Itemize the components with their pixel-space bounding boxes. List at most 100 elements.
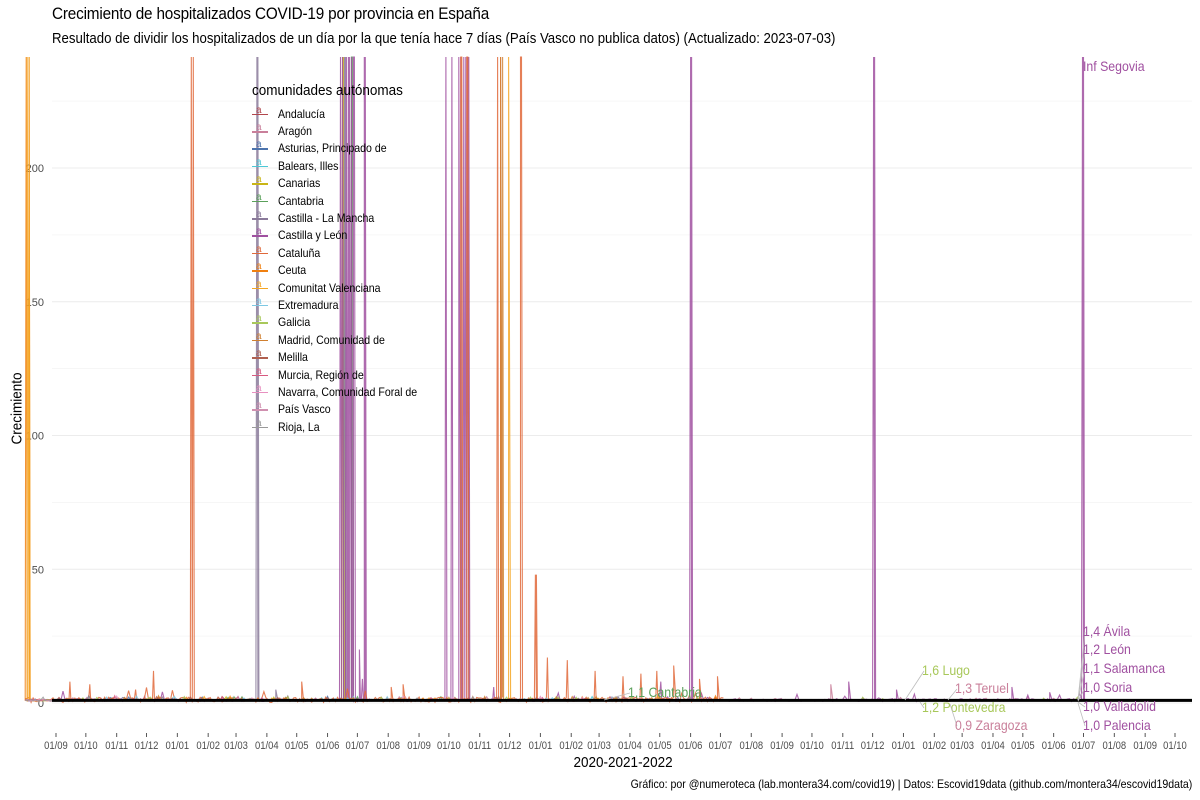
legend-item: a Asturias, Principado de [252, 139, 436, 157]
x-axis-label: 2020-2021-2022 [0, 754, 1200, 771]
series-line-castilla-y-le-n [25, 56, 1086, 703]
annotation-leader [1077, 687, 1086, 702]
series-lines [24, 56, 1086, 704]
annotation-label: 1,2 Pontevedra [922, 699, 1006, 715]
x-tick-label: 01/08 [1102, 740, 1126, 752]
legend-label: Melilla [278, 350, 308, 365]
annotation-label: 1,2 León [1083, 641, 1131, 657]
legend-label: Castilla y León [278, 228, 348, 243]
legend-title: comunidades autónomas [252, 82, 403, 99]
legend-label: Murcia, Región de [278, 367, 364, 382]
legend-item: a Aragón [252, 122, 436, 139]
annotation-leader [1077, 649, 1086, 701]
x-tick-label: 01/08 [739, 740, 763, 752]
legend-label: Galicia [278, 315, 311, 330]
x-tick-label: 01/01 [529, 740, 553, 752]
legend-label: Andalucía [278, 106, 325, 121]
legend-item: a Comunitat Valenciana [252, 279, 436, 296]
y-tick-label: 50 [32, 564, 44, 576]
legend-key-icon: a [252, 244, 268, 259]
annotation-label: 1,4 Ávila [1083, 623, 1131, 639]
legend-label: Asturias, Principado de [278, 141, 387, 156]
legend-key-icon: a [252, 122, 268, 137]
legend-key-icon: a [252, 400, 268, 415]
x-tick-label: 01/07 [346, 740, 370, 752]
legend-item: a Castilla - La Mancha [252, 209, 436, 226]
legend-item: a Balears, Illes [252, 157, 436, 174]
legend-item: a Canarias [252, 174, 436, 192]
annotation-leader [1077, 631, 1086, 701]
legend-item: a Castilla y León [252, 226, 436, 244]
x-tick-label: 01/12 [861, 740, 885, 752]
x-tick-label: 01/10 [74, 740, 98, 752]
annotation-label: 1,1 Salamanca [1083, 660, 1166, 676]
legend-key-icon: a [252, 192, 268, 207]
x-tick-label: 01/09 [770, 740, 794, 752]
legend-key-icon: a [252, 105, 268, 120]
legend-key-icon: a [252, 261, 268, 276]
legend-item: a Cataluña [252, 244, 436, 261]
legend-key-icon: a [252, 209, 268, 224]
x-tick-label: 01/10 [1163, 740, 1187, 752]
x-tick-label: 01/07 [709, 740, 733, 752]
x-axis-label-text: 2020-2021-2022 [573, 754, 673, 771]
x-tick-label: 01/10 [437, 740, 461, 752]
legend-key-icon: a [252, 174, 268, 189]
legend-key-icon: a [252, 226, 268, 241]
legend-item: a Madrid, Comunidad de [252, 331, 436, 348]
annotation-label: 1,0 Valladolid [1083, 698, 1156, 714]
annotation-leader [919, 701, 925, 709]
annotation-leader [1077, 702, 1086, 727]
annotation-leader [1077, 668, 1086, 701]
legend-key-icon: a [252, 366, 268, 381]
legend-key-icon: a [252, 139, 268, 154]
caption: Gráfico: por @numeroteca (lab.montera34.… [630, 777, 1192, 791]
legend-label: Ceuta [278, 263, 307, 278]
annotation-leader [1077, 701, 1086, 708]
chart-subtitle: Resultado de dividir los hospitalizados … [52, 30, 836, 47]
x-tick-label: 01/03 [950, 740, 974, 752]
x-tick-label: 01/04 [255, 740, 279, 752]
x-tick-label: 01/08 [376, 740, 400, 752]
legend-label: Madrid, Comunidad de [278, 332, 385, 347]
x-tick-label: 01/12 [135, 740, 159, 752]
legend-item: a Extremadura [252, 296, 436, 313]
annotation-leader [949, 703, 958, 727]
x-tick-label: 01/06 [679, 740, 703, 752]
x-tick-label: 01/04 [618, 740, 642, 752]
legend-key-icon: a [252, 348, 268, 363]
x-tick-label: 01/11 [468, 740, 491, 752]
annotation-leader [904, 670, 925, 701]
y-tick-label: 150 [26, 297, 44, 309]
legend-item: a Andalucía [252, 105, 436, 122]
legend-item: a Navarra, Comunidad Foral de [252, 383, 436, 400]
y-tick-label: 200 [26, 163, 44, 175]
x-tick-label: 01/09 [44, 740, 68, 752]
legend-label: Comunitat Valenciana [278, 280, 381, 295]
chart-title: Crecimiento de hospitalizados COVID-19 p… [52, 4, 490, 23]
annotations: 1,1 Cantabria 1,6 Lugo 1,2 Pontevedra 1,3 T… [603, 58, 1166, 733]
annotation-label: 1,6 Lugo [922, 662, 970, 678]
x-tick-label: 01/11 [105, 740, 128, 752]
legend-label: Navarra, Comunidad Foral de [278, 384, 418, 399]
x-tick-label: 01/03 [224, 740, 248, 752]
legend-key-icon: a [252, 296, 268, 311]
x-tick-label: 01/09 [1133, 740, 1157, 752]
x-tick-label: 01/06 [316, 740, 340, 752]
legend-item: a Galicia [252, 313, 436, 331]
y-tick-label: 0 [38, 698, 44, 710]
annotation-label: 1,1 Cantabria [628, 684, 703, 700]
grid [52, 100, 1192, 704]
x-tick-label: 01/11 [831, 740, 854, 752]
legend-item: a País Vasco [252, 400, 436, 418]
legend-label: Canarias [278, 176, 321, 191]
x-tick-label: 01/03 [587, 740, 611, 752]
legend-key-icon: a [252, 418, 268, 433]
x-tick-label: 01/02 [196, 740, 220, 752]
annotation-leader [947, 688, 958, 701]
legend-item: a Cantabria [252, 192, 436, 209]
x-tick-label: 01/10 [800, 740, 824, 752]
legend-items: a Andalucía a Aragón a Asturias, Principado d… [252, 105, 436, 435]
legend: comunidades autónomas a Andalucía a Aragón a… [252, 82, 436, 435]
